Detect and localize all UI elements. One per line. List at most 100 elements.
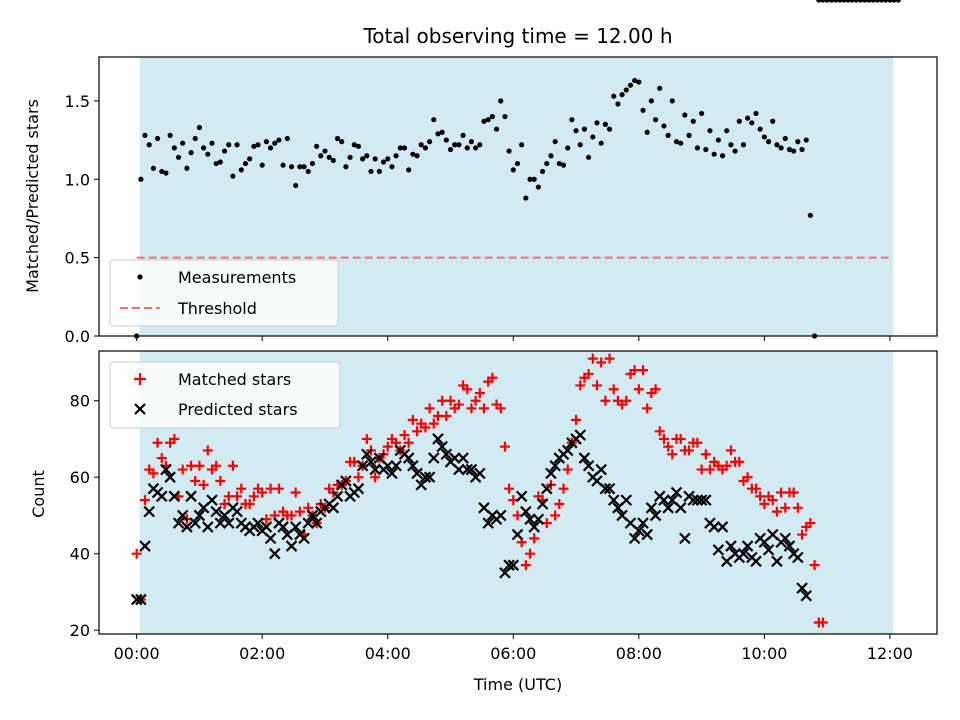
measurement-point — [853, 0, 860, 3]
matched-star-point — [244, 498, 255, 509]
predicted-star-point — [427, 452, 440, 464]
measurement-point — [418, 142, 424, 148]
bottom-y-ticks: 20 40 60 80 — [70, 392, 99, 640]
measurement-point — [401, 145, 408, 151]
measurement-point — [715, 137, 721, 143]
matched-star-point — [353, 472, 364, 483]
matched-star-point — [399, 430, 410, 441]
measurement-point — [732, 148, 738, 154]
matched-star-point — [638, 365, 649, 376]
measurement-point — [502, 113, 508, 120]
matched-star-point — [629, 365, 640, 376]
measurement-point — [774, 142, 780, 148]
matched-star-point — [809, 560, 820, 571]
measurement-point — [284, 135, 290, 142]
y-tick-label: 60 — [70, 468, 90, 487]
predicted-star-point — [494, 509, 507, 522]
matched-star-point — [495, 403, 506, 414]
measurement-point — [443, 137, 449, 143]
measurement-point — [431, 117, 437, 123]
matched-star-point — [792, 502, 803, 513]
top-legend-box — [109, 259, 339, 327]
measurement-point — [556, 160, 562, 167]
measurement-point — [489, 113, 495, 120]
matched-star-point — [445, 395, 456, 406]
predicted-star-point — [708, 521, 720, 533]
predicted-star-point — [453, 463, 465, 476]
matched-star-point — [202, 445, 213, 456]
legend-threshold-label: Threshold — [177, 299, 257, 318]
measurement-point — [447, 146, 454, 153]
measurement-point — [481, 118, 487, 124]
predicted-star-point — [457, 452, 469, 464]
measurement-point — [288, 164, 295, 170]
predicted-star-point — [620, 494, 633, 506]
y-tick-label: 80 — [70, 392, 90, 411]
measurement-point — [376, 168, 383, 175]
measurement-point — [351, 142, 357, 148]
measurement-point — [895, 0, 901, 3]
matched-star-point — [558, 483, 569, 494]
measurement-point — [678, 140, 684, 146]
measurement-point — [309, 160, 316, 167]
matched-star-point — [587, 353, 598, 364]
measurement-point — [602, 121, 608, 127]
measurement-point — [531, 176, 537, 182]
matched-star-point — [265, 483, 276, 494]
predicted-star-point — [432, 433, 444, 445]
predicted-star-point — [264, 532, 277, 545]
measurement-point — [573, 128, 579, 134]
matched-star-point — [156, 453, 167, 464]
measurement-point — [862, 0, 868, 3]
measurement-point — [339, 139, 345, 145]
predicted-star-point — [277, 521, 289, 533]
matched-star-point — [797, 529, 808, 540]
matched-star-point — [290, 487, 301, 498]
measurement-point — [397, 145, 403, 151]
measurement-point — [322, 148, 328, 154]
measurement-point — [142, 132, 148, 138]
bottom-panel: 20 40 60 80 00:00 02:00 04:00 06:00 08:00 10:00 1… — [29, 351, 938, 694]
matched-star-point — [424, 403, 435, 414]
measurement-point — [184, 165, 190, 171]
measurement-point — [364, 153, 370, 159]
measurement-point — [276, 137, 282, 143]
predicted-star-point — [168, 490, 181, 503]
measurement-point — [347, 154, 353, 160]
predicted-star-point — [641, 528, 653, 541]
measurement-point — [456, 142, 462, 148]
bottom-legend: Matched stars Predicted stars — [109, 361, 341, 429]
measurement-point — [673, 139, 680, 145]
measurement-point — [234, 142, 240, 148]
measurement-point — [870, 0, 876, 3]
predicted-star-point — [716, 521, 729, 533]
measurement-point — [272, 140, 278, 146]
measurement-point — [360, 156, 366, 162]
matched-star-point — [591, 380, 602, 391]
measurement-point — [519, 142, 525, 148]
matched-star-point — [776, 487, 787, 498]
matched-star-point — [621, 395, 632, 406]
predicted-star-point — [750, 555, 762, 568]
matched-star-point — [370, 472, 381, 483]
measurement-point — [460, 132, 466, 138]
measurement-point — [849, 0, 855, 3]
predicted-star-point — [561, 444, 574, 457]
measurement-point — [786, 146, 793, 153]
top-points — [134, 0, 901, 339]
predicted-star-point — [595, 463, 607, 476]
measurement-point — [841, 0, 847, 3]
measurement-point — [314, 143, 320, 149]
predicted-star-point — [365, 456, 377, 468]
matched-star-point — [177, 464, 188, 475]
measurement-point — [552, 139, 558, 145]
matched-star-point — [520, 560, 531, 571]
measurement-point — [205, 151, 211, 157]
predicted-star-point — [386, 467, 398, 480]
measurement-point — [845, 0, 851, 3]
bottom-legend-box — [109, 361, 341, 429]
matched-star-point — [215, 476, 226, 487]
measurement-point — [749, 120, 755, 126]
measurement-point — [816, 0, 822, 3]
